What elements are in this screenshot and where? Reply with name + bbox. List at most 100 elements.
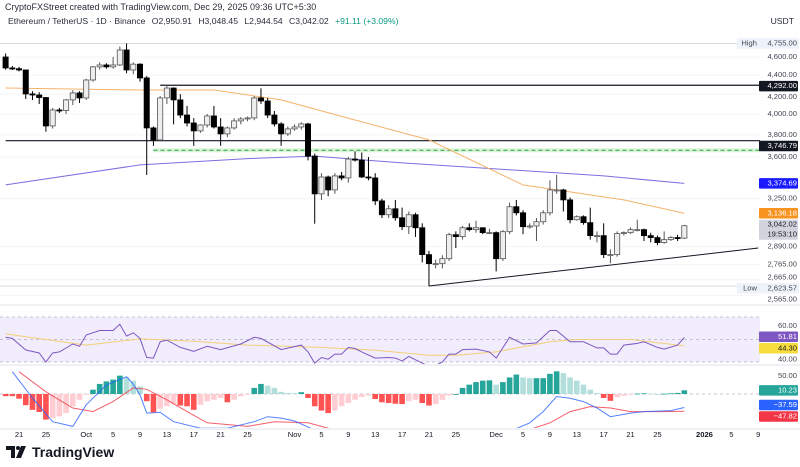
time-axis-label: 5	[521, 430, 525, 439]
price-tag-bg	[759, 178, 798, 189]
candle	[667, 236, 674, 242]
candle	[486, 228, 493, 235]
macd-histogram-bar	[547, 373, 553, 394]
candle	[83, 78, 90, 100]
candle	[231, 118, 238, 130]
candle-body	[607, 254, 614, 257]
candle	[520, 210, 527, 235]
time-axis-label: 2026	[696, 430, 713, 439]
price-tag: 3,136.18	[767, 208, 797, 217]
candle-body	[593, 235, 600, 238]
candle	[352, 151, 359, 162]
extreme-marker-bg	[737, 283, 799, 294]
candle	[405, 211, 412, 235]
chart-credit: CryptoFXStreet created with TradingView.…	[5, 2, 317, 12]
sma-line	[5, 155, 685, 186]
candle-body	[526, 225, 533, 228]
candle-body	[190, 122, 197, 132]
candle-body	[291, 126, 298, 130]
candle	[412, 212, 419, 237]
symbol-title[interactable]: Ethereum / TetherUS · 1D · Binance	[8, 16, 146, 26]
candle-body	[365, 176, 372, 179]
candle	[479, 227, 486, 235]
candle	[439, 255, 446, 269]
macd-histogram-bar	[231, 394, 237, 400]
candle-body	[157, 97, 164, 141]
candle-body	[567, 199, 574, 221]
candle	[42, 97, 49, 132]
candle-body	[513, 206, 520, 214]
candle-body	[641, 229, 648, 237]
candle	[237, 117, 244, 125]
rsi-value-tag-bg	[759, 331, 798, 342]
macd-histogram-bar	[493, 384, 499, 394]
time-axis-label: 5	[729, 430, 733, 439]
candle	[278, 122, 285, 146]
rsi-value-tag: 51.81	[778, 332, 797, 341]
candle	[681, 224, 688, 240]
candle-body	[116, 49, 123, 66]
candle	[103, 63, 110, 69]
candle-body	[143, 77, 150, 129]
macd-histogram-bar	[479, 380, 486, 394]
macd-axis-label: 50.00	[778, 371, 797, 380]
candle-body	[311, 155, 318, 195]
candle-body	[130, 63, 137, 71]
candle	[331, 173, 338, 194]
candle-body	[439, 258, 446, 265]
candle	[150, 126, 157, 146]
candle	[358, 152, 365, 178]
candle	[378, 198, 385, 219]
macd-histogram-bar	[358, 394, 365, 397]
candle-body	[325, 176, 332, 191]
candle-body	[459, 227, 466, 237]
candle-body	[49, 109, 56, 127]
candle	[365, 157, 372, 181]
candle	[607, 249, 614, 264]
macd-histogram-bar	[406, 394, 412, 402]
macd-histogram-bar	[345, 394, 352, 403]
candle	[210, 105, 217, 129]
candle	[526, 223, 533, 229]
macd-histogram-bar	[325, 394, 331, 414]
high-marker-label: High	[741, 38, 757, 47]
low-marker-label: Low	[743, 283, 757, 292]
candle-body	[304, 123, 311, 157]
macd-histogram-bar	[49, 394, 56, 419]
macd-pane	[0, 371, 760, 428]
macd-histogram-bar	[197, 394, 204, 405]
candle	[472, 220, 479, 233]
macd-histogram-bar	[674, 392, 681, 394]
macd-histogram-bar	[184, 394, 190, 407]
macd-histogram-bar	[641, 393, 647, 395]
candle	[304, 122, 311, 161]
macd-histogram-bar	[117, 375, 123, 394]
extreme-marker-bg	[737, 38, 799, 49]
macd-histogram-bar	[244, 394, 251, 395]
candle	[76, 91, 83, 103]
macd-histogram-bar	[43, 394, 49, 420]
candle-body	[546, 189, 553, 214]
level-price-tag-bg	[759, 140, 798, 152]
candle	[425, 250, 432, 287]
candle-body	[533, 221, 540, 227]
price-axis-label: 3,250.00	[767, 194, 797, 203]
candle-body	[405, 214, 412, 228]
candle	[143, 76, 150, 175]
macd-histogram-bar	[22, 394, 29, 406]
currency-label[interactable]: USDT	[770, 16, 794, 26]
candle	[89, 65, 96, 82]
candle	[170, 87, 177, 125]
macd-histogram-bar	[587, 389, 594, 394]
candle-body	[392, 208, 399, 219]
price-axis-label: 2,665.00	[767, 272, 797, 281]
price-axis-label: 2,565.00	[767, 294, 797, 303]
macd-histogram-bar	[654, 394, 661, 395]
time-axis-label: 17	[398, 430, 406, 439]
candle	[157, 96, 164, 142]
macd-histogram-bar	[580, 384, 587, 394]
macd-histogram-bar	[379, 394, 385, 403]
candle-body	[600, 235, 607, 256]
time-axis-label: Nov	[288, 430, 302, 439]
